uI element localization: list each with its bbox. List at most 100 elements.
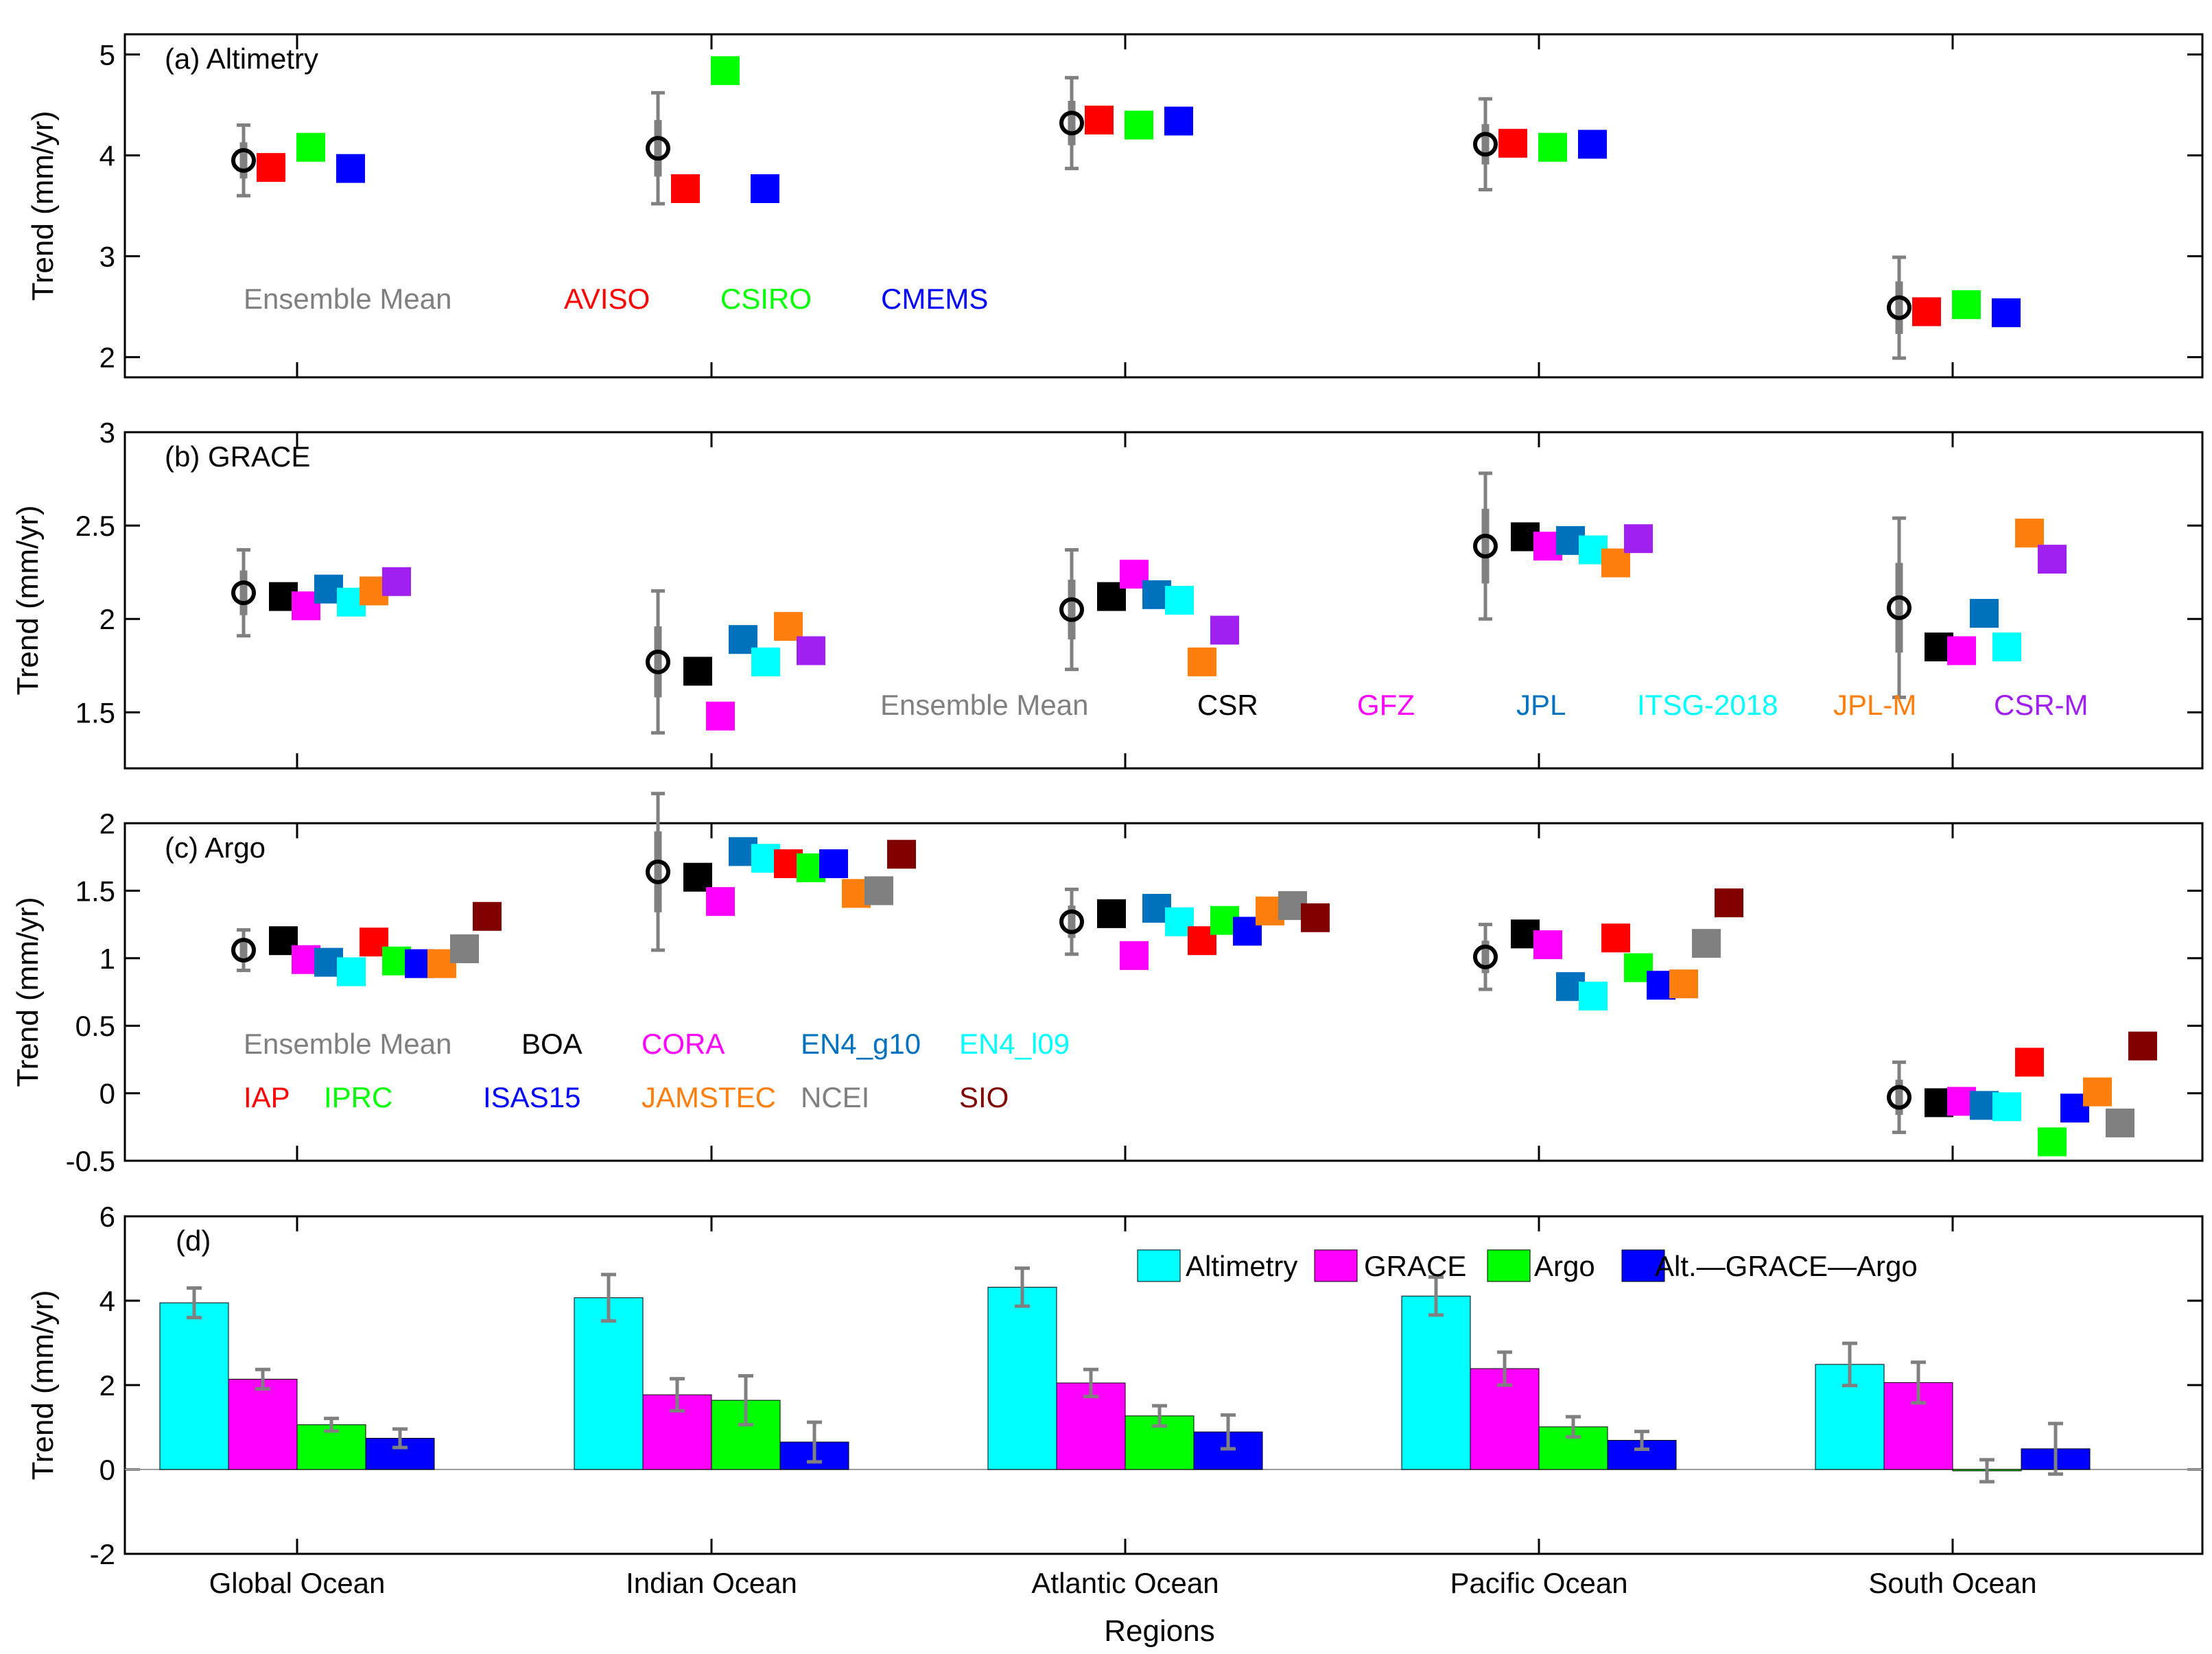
panel-b-marker-csr-m <box>2038 545 2067 574</box>
panel-b-marker-itsg-2018 <box>1165 586 1194 615</box>
panel-c-ensemble-marker <box>646 859 670 884</box>
panel-b-marker-gfz <box>1947 636 1976 665</box>
panel-a-title: (a) Altimetry <box>165 43 318 75</box>
panel-c-marker-iap <box>1601 923 1630 953</box>
panel-c-marker-isas15 <box>819 849 848 879</box>
panel-a-marker-cmems <box>336 154 365 183</box>
panel-b-ytick-label: 3 <box>99 416 115 449</box>
panel-c-ensemble-marker <box>1887 1085 1911 1110</box>
panel-a-ensemble-marker <box>231 147 256 173</box>
panel-a-marker-cmems <box>1164 106 1193 136</box>
panel-d-legend-swatch-1 <box>1314 1249 1358 1282</box>
panel-a-ensemble-marker <box>646 136 670 161</box>
panel-d-legend-label-3: Alt.—GRACE—Argo <box>1655 1250 1918 1282</box>
panel-b-ytick-label: 1.5 <box>75 696 115 729</box>
panel-a-legend-aviso: AVISO <box>564 283 650 315</box>
panel-a-ytick-label: 3 <box>99 241 115 273</box>
panel-b-ensemble-marker <box>1887 595 1911 620</box>
panel-b-marker-itsg-2018 <box>751 647 780 676</box>
panel-c-legend-iprc: IPRC <box>324 1081 392 1113</box>
panel-c-legend-ensemble-mean: Ensemble Mean <box>244 1028 452 1060</box>
panel-a-marker-aviso <box>1085 106 1114 134</box>
panel-c-marker-en4-l09 <box>1579 981 1608 1011</box>
panel-d-ytick-label: -2 <box>90 1538 115 1570</box>
panel-c-marker-cora <box>706 887 735 917</box>
panel-a-ytick-label: 5 <box>99 38 115 71</box>
panel-c-marker-sio <box>2128 1031 2157 1061</box>
panel-b-marker-jpl-m <box>1188 647 1216 676</box>
panel-c-legend-iap: IAP <box>244 1081 290 1113</box>
panel-d-bar-altimetry <box>1401 1295 1471 1470</box>
panel-a-marker-aviso <box>671 174 700 203</box>
panel-c-marker-cora <box>1120 941 1149 970</box>
panel-b-legend-csr-m: CSR-M <box>1994 689 2089 721</box>
xtick-label: Atlantic Ocean <box>1031 1567 1219 1599</box>
panel-c-marker-ncei <box>864 876 893 906</box>
panel-b-legend-itsg-2018: ITSG-2018 <box>1637 689 1778 721</box>
panel-d-legend-swatch-2 <box>1487 1249 1531 1282</box>
panel-d-legend-label-0: Altimetry <box>1186 1250 1297 1282</box>
panel-d-ytick-label: 4 <box>99 1285 115 1317</box>
panel-c-marker-sio <box>1715 888 1743 918</box>
panel-b-marker-csr-m <box>1624 524 1653 554</box>
panel-a-ytick-label: 4 <box>99 139 115 172</box>
panel-c-marker-ncei <box>2106 1108 2134 1137</box>
panel-c-marker-iprc <box>2038 1127 2067 1157</box>
panel-a-ytick-label: 2 <box>99 342 115 374</box>
panel-a-marker-aviso <box>1498 128 1527 158</box>
panel-a-marker-csiro <box>1952 290 1981 320</box>
panel-d-ytick-label: 2 <box>99 1369 115 1402</box>
panel-c-legend-cora: CORA <box>642 1028 725 1060</box>
xtick-label: Global Ocean <box>209 1567 386 1599</box>
panel-b-marker-jpl-m <box>1601 548 1630 578</box>
panel-c-ytick-label: 1 <box>99 943 115 975</box>
panel-b-ensemble-marker <box>1059 597 1084 622</box>
panel-d-bar-altimetry <box>574 1297 644 1470</box>
panel-c-ytick-label: -0.5 <box>66 1145 115 1177</box>
panel-c-legend-sio: SIO <box>959 1081 1009 1113</box>
xtick-label: Pacific Ocean <box>1450 1567 1627 1599</box>
panel-d-ytick-label: 0 <box>99 1454 115 1486</box>
panel-c-marker-en4-l09 <box>1992 1092 2021 1122</box>
panel-c-legend-ncei: NCEI <box>801 1081 869 1113</box>
panel-d-bar-altimetry <box>159 1302 229 1470</box>
panel-b-ytick-label: 2.5 <box>75 510 115 542</box>
panel-b-marker-csr-m <box>1210 615 1239 645</box>
xtick-label: South Ocean <box>1868 1567 2036 1599</box>
panel-c-ylabel: Trend (mm/yr) <box>11 897 45 1087</box>
panel-c-marker-sio <box>473 901 502 931</box>
panel-b-legend-jpl: JPL <box>1516 689 1566 721</box>
panel-d-legend-swatch-3 <box>1621 1249 1665 1282</box>
panel-a-marker-csiro <box>711 56 740 85</box>
panel-b-ytick-label: 2 <box>99 603 115 635</box>
panel-d-title: (d) <box>176 1225 211 1257</box>
panel-b-title: (b) GRACE <box>165 440 310 473</box>
panel-d-legend-label-1: GRACE <box>1364 1250 1466 1282</box>
panel-a-axes <box>123 33 2204 379</box>
panel-c-ensemble-marker <box>1059 909 1084 934</box>
panel-c-legend-en4-l09: EN4_l09 <box>959 1028 1070 1060</box>
panel-b-marker-jpl <box>1970 599 1999 628</box>
xtick-label: Indian Ocean <box>626 1567 797 1599</box>
panel-c-marker-cora <box>1533 930 1562 960</box>
panel-b-marker-csr-m <box>797 636 825 665</box>
panel-b-ylabel: Trend (mm/yr) <box>11 505 45 695</box>
panel-d-legend-label-2: Argo <box>1534 1250 1595 1282</box>
panel-b-ensemble-marker <box>646 649 670 674</box>
panel-c-ytick-label: 2 <box>99 807 115 840</box>
panel-b-ensemble-marker <box>1473 534 1498 559</box>
panel-a-marker-cmems <box>1992 298 2021 327</box>
panel-c-marker-iap <box>2015 1048 2044 1077</box>
panel-c-title: (c) Argo <box>165 831 266 864</box>
panel-c-marker-jamstec <box>2083 1077 2112 1107</box>
panel-c-axes <box>123 822 2204 1162</box>
panel-a-ensemble-marker <box>1059 110 1084 136</box>
panel-c-marker-boa <box>683 862 712 892</box>
panel-b-legend-gfz: GFZ <box>1357 689 1415 721</box>
panel-a-legend-cmems: CMEMS <box>881 283 988 315</box>
panel-d-legend-swatch-0 <box>1137 1249 1181 1282</box>
panel-b-marker-csr <box>683 657 712 686</box>
panel-d-bar-altimetry <box>987 1286 1057 1470</box>
panel-c-marker-boa <box>1097 899 1126 928</box>
panel-c-marker-ncei <box>450 934 479 964</box>
